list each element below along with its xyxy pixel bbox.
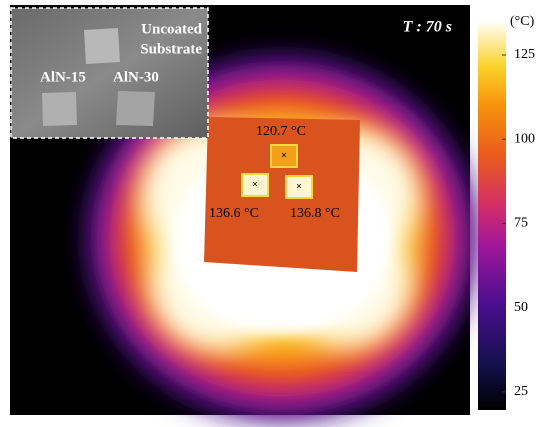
colorbar-tick-label: 50 (514, 300, 528, 315)
spot-label: 136.8 °C (290, 206, 340, 221)
sample (204, 117, 360, 272)
time-label: T : 70 s (403, 19, 452, 36)
hot-spots: × × × (241, 144, 313, 199)
colorbar-unit: (°C) (510, 14, 535, 29)
colorbar (478, 20, 506, 410)
inset-label: AlN-15 (40, 69, 86, 85)
colorbar-tick-label: 100 (514, 131, 535, 146)
inset-label: Substrate (140, 41, 202, 57)
spot-label: 136.6 °C (209, 206, 259, 221)
svg-text:×: × (252, 179, 258, 190)
svg-text:×: × (281, 150, 287, 161)
colorbar-tick-label: 75 (514, 216, 528, 231)
colorbar-tick-label: 25 (514, 384, 528, 399)
spot-label: 120.7 °C (256, 124, 306, 139)
colorbar-tick-label: 125 (514, 47, 535, 62)
inset-label: Uncoated (141, 21, 202, 37)
inset-photo: Uncoated Substrate AlN-15 AlN-30 (10, 7, 209, 139)
svg-text:×: × (296, 181, 302, 192)
inset-label: AlN-30 (113, 69, 159, 85)
